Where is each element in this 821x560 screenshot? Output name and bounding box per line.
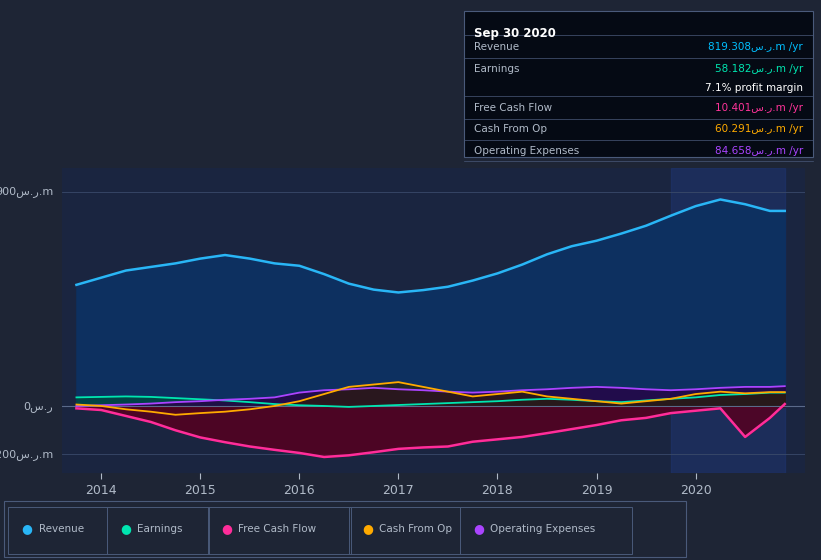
Text: ●: ● (362, 522, 374, 535)
Text: Earnings: Earnings (137, 524, 182, 534)
Text: 0س.ر: 0س.ر (24, 401, 53, 412)
Text: ●: ● (120, 522, 131, 535)
Bar (671, 168, 785, 473)
Text: 58.182س.ر.m /yr: 58.182س.ر.m /yr (715, 64, 803, 74)
Text: 900س.ر.m: 900س.ر.m (0, 186, 53, 197)
Text: 819.308س.ر.m /yr: 819.308س.ر.m /yr (709, 42, 803, 52)
Text: ●: ● (21, 522, 33, 535)
Text: ●: ● (221, 522, 232, 535)
Text: Cash From Op: Cash From Op (474, 124, 547, 134)
Text: ●: ● (473, 522, 484, 535)
Text: Free Cash Flow: Free Cash Flow (238, 524, 316, 534)
Text: Sep 30 2020: Sep 30 2020 (474, 27, 556, 40)
Text: Revenue: Revenue (39, 524, 84, 534)
Text: Operating Expenses: Operating Expenses (490, 524, 595, 534)
Text: 7.1% profit margin: 7.1% profit margin (705, 83, 803, 93)
Text: Operating Expenses: Operating Expenses (474, 146, 579, 156)
Text: Free Cash Flow: Free Cash Flow (474, 102, 552, 113)
Text: Revenue: Revenue (474, 42, 519, 52)
Text: Cash From Op: Cash From Op (379, 524, 452, 534)
Text: Earnings: Earnings (474, 64, 519, 74)
Text: 84.658س.ر.m /yr: 84.658س.ر.m /yr (715, 146, 803, 156)
Text: -200س.ر.m: -200س.ر.m (0, 449, 53, 460)
Text: 60.291س.ر.m /yr: 60.291س.ر.m /yr (715, 124, 803, 134)
Text: 10.401س.ر.m /yr: 10.401س.ر.m /yr (715, 102, 803, 113)
